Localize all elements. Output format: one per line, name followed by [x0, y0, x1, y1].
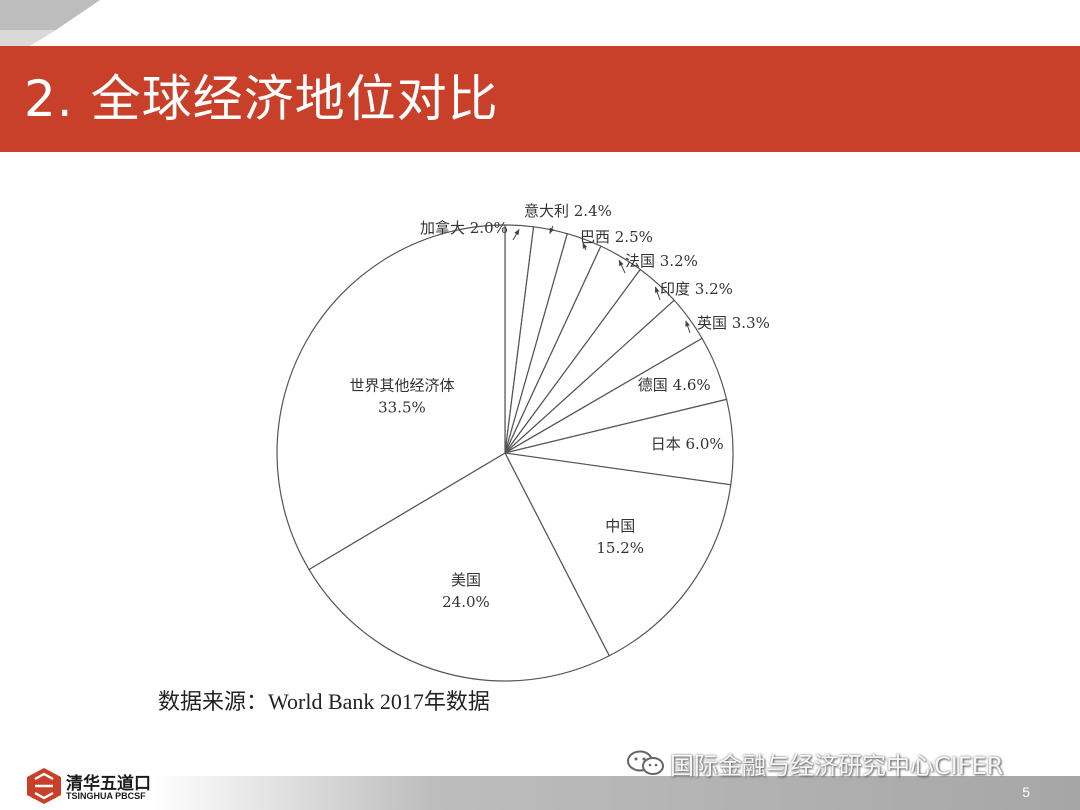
page-number: 5 [1022, 784, 1030, 800]
logo-name-cn: 清华五道口 [66, 774, 151, 794]
pie-slice-11 [276, 224, 506, 571]
label-value-slice-9: 15.2% [596, 539, 644, 557]
logo-mark-icon [27, 768, 61, 804]
label-value-slice-11: 33.5% [378, 398, 426, 416]
logo-name-en: TSINGHUA PBCSF [66, 791, 146, 801]
label-slice-5: 印度 3.2% [660, 280, 733, 298]
label-slice-8: 日本 6.0% [651, 435, 724, 453]
label-name-slice-11: 世界其他经济体 [349, 376, 454, 394]
tsinghua-pbcsf-logo: 清华五道口 TSINGHUA PBCSF [26, 765, 176, 805]
watermark-text: 国际金融与经济研究中心CIFER [670, 751, 1004, 780]
data-source-note: 数据来源：World Bank 2017年数据 [158, 689, 490, 714]
slide-title: 2. 全球经济地位对比 [24, 70, 499, 128]
watermark: 国际金融与经济研究中心CIFER [624, 748, 1004, 780]
pie-slice-9 [503, 452, 732, 657]
label-slice-7: 德国 4.6% [638, 376, 711, 394]
wechat-icon [627, 750, 664, 775]
pie-slice-10 [308, 452, 611, 682]
leader-slice-1 [512, 228, 520, 241]
leader-slice-3 [582, 242, 588, 251]
label-name-slice-10: 美国 [451, 571, 481, 589]
leader-slice-2 [549, 225, 555, 235]
leader-slice-6 [685, 320, 691, 334]
corner-decoration [0, 0, 100, 46]
label-value-slice-10: 24.0% [442, 593, 490, 611]
label-slice-4: 法国 3.2% [625, 252, 698, 270]
leader-slice-4 [618, 259, 626, 274]
leader-slice-5 [654, 286, 661, 301]
label-name-slice-9: 中国 [605, 517, 635, 535]
title-bar: 2. 全球经济地位对比 [0, 46, 1080, 152]
label-slice-2: 意大利 2.4% [524, 202, 612, 220]
label-slice-1: 加拿大 2.0% [420, 219, 508, 237]
bottom-bar [0, 776, 1080, 810]
label-slice-6: 英国 3.3% [697, 314, 770, 332]
label-slice-3: 巴西 2.5% [580, 228, 653, 246]
